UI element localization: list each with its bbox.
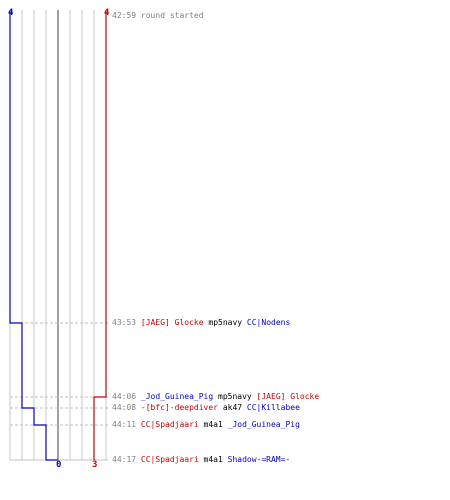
- event-time: 44:17: [112, 455, 137, 464]
- event-row-kill: 44:17 CC|Spadjaari m4a1 Shadow-=RAM=-: [112, 455, 290, 465]
- weapon-name: m4a1: [203, 420, 223, 429]
- killer-name: CC|Spadjaari: [140, 420, 199, 429]
- event-row-kill: 44:08 -[bfc]-deepdiver ak47 CC|Killabee: [112, 403, 300, 413]
- weapon-name: m4a1: [203, 455, 223, 464]
- blue-start-score: 4: [8, 8, 14, 18]
- event-time: 42:59: [112, 11, 137, 20]
- victim-name: CC|Killabee: [246, 403, 300, 412]
- grid-lines: [9, 10, 107, 461]
- event-text: round started: [140, 11, 204, 20]
- event-row-kill: 44:06 _Jod_Guinea_Pig mp5navy [JAEG] Glo…: [112, 392, 319, 402]
- victim-name: CC|Nodens: [246, 318, 291, 327]
- event-row-kill: 44:11 CC|Spadjaari m4a1 _Jod_Guinea_Pig: [112, 420, 300, 430]
- killer-name: _Jod_Guinea_Pig: [140, 392, 214, 401]
- red-end-score: 3: [92, 460, 97, 470]
- red-team-series-line: [93, 10, 107, 460]
- weapon-name: ak47: [222, 403, 243, 412]
- blue-end-score: 0: [56, 460, 61, 470]
- blue-team-series-line: [9, 10, 58, 461]
- event-time: 44:06: [112, 392, 137, 401]
- event-row-round-start: 42:59 round started: [112, 11, 204, 21]
- score-labels: 4 4 0 3: [8, 8, 110, 470]
- event-time: 43:53: [112, 318, 137, 327]
- victim-name: _Jod_Guinea_Pig: [227, 420, 300, 429]
- event-dashed-lines: [10, 322, 110, 461]
- killer-name: [JAEG] Glocke: [140, 318, 204, 327]
- score-series: [9, 10, 107, 461]
- killer-name: -[bfc]-deepdiver: [140, 403, 218, 412]
- event-row-kill: 43:53 [JAEG] Glocke mp5navy CC|Nodens: [112, 318, 290, 328]
- event-time: 44:11: [112, 420, 137, 429]
- red-start-score: 4: [104, 8, 110, 18]
- weapon-name: mp5navy: [208, 318, 243, 327]
- victim-name: [JAEG] Glocke: [256, 392, 320, 401]
- event-time: 44:08: [112, 403, 137, 412]
- killer-name: CC|Spadjaari: [140, 455, 199, 464]
- weapon-name: mp5navy: [218, 392, 252, 401]
- victim-name: Shadow-=RAM=-: [227, 455, 291, 464]
